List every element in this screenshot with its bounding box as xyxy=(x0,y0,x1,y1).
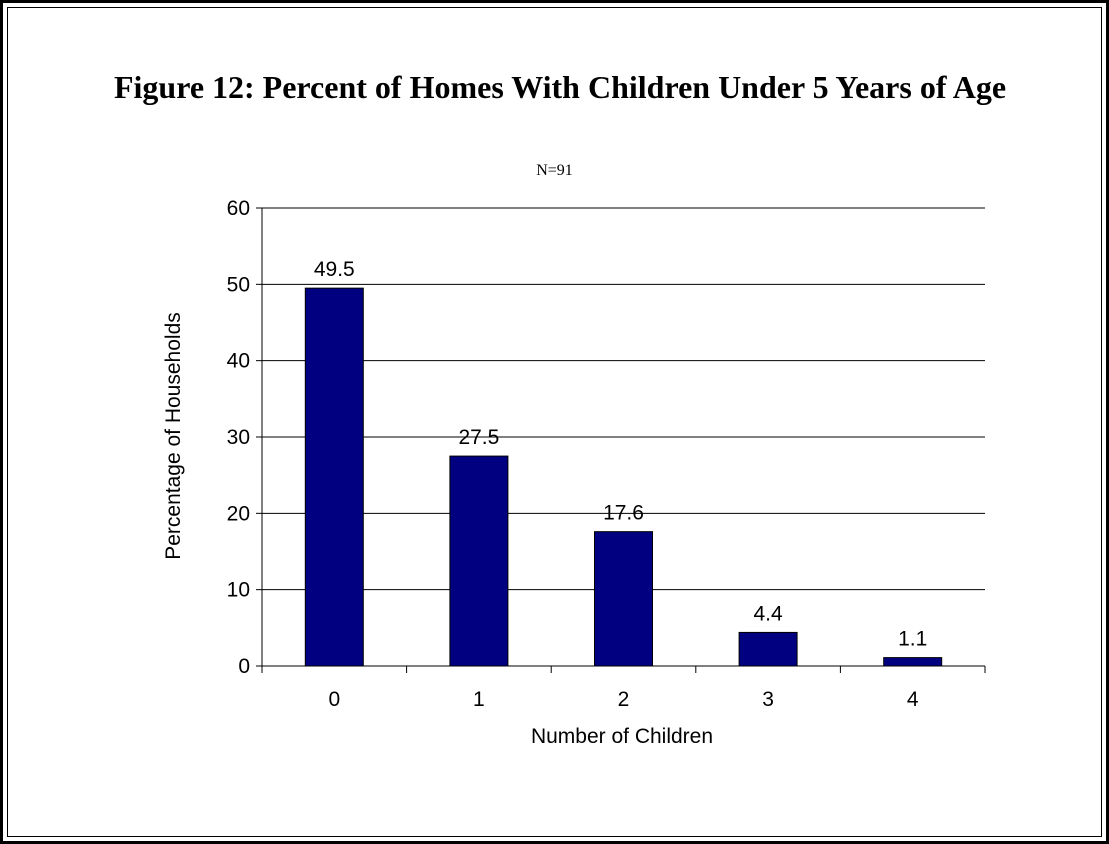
inner-border xyxy=(7,7,1102,837)
gridlines xyxy=(262,207,985,591)
y-axis-label: Percentage of Households xyxy=(162,312,185,560)
chart-subtitle: N=91 xyxy=(536,162,573,179)
chart-title: Figure 12: Percent of Homes With Childre… xyxy=(113,69,1007,105)
x-tick-label: 1 xyxy=(473,688,485,711)
data-label: 27.5 xyxy=(458,426,499,449)
bar xyxy=(594,531,653,667)
y-tick-label: 10 xyxy=(227,579,250,602)
y-tick-label: 30 xyxy=(227,426,250,449)
x-tick-label: 3 xyxy=(762,688,774,711)
y-tick-label: 0 xyxy=(238,655,250,678)
labels: 0 10 20 30 40 50 60 49.5 0 27.5 1 17.6 2 4.4 3 1.1 4 xyxy=(227,197,928,711)
y-tick-label: 50 xyxy=(227,273,250,296)
bar xyxy=(449,455,509,667)
x-axis-label: Number of Children xyxy=(531,725,713,748)
data-label: 4.4 xyxy=(753,602,783,625)
x-tick-label: 0 xyxy=(328,688,340,711)
x-tick-label: 2 xyxy=(618,688,630,711)
data-label: 49.5 xyxy=(314,258,355,281)
y-tick-label: 60 xyxy=(227,197,250,220)
axes xyxy=(256,207,986,673)
y-tick-label: 40 xyxy=(227,350,250,373)
bar xyxy=(738,631,798,667)
bar xyxy=(304,287,364,667)
bar xyxy=(883,657,943,667)
x-tick-label: 4 xyxy=(907,688,919,711)
bars xyxy=(304,287,943,667)
data-label: 1.1 xyxy=(898,628,927,651)
y-tick-label: 20 xyxy=(227,502,250,525)
data-label: 17.6 xyxy=(603,502,644,525)
